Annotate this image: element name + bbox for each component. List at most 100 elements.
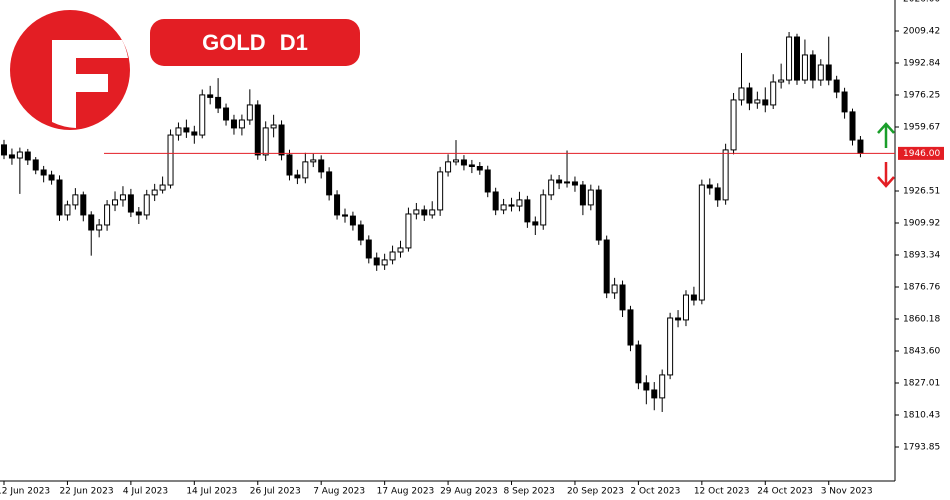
- price-label-box: [898, 146, 944, 160]
- up-arrow: [877, 122, 895, 148]
- candle-body: [143, 194, 150, 216]
- candle-body: [88, 214, 95, 231]
- candle-body: [64, 204, 71, 216]
- candle-body: [579, 184, 586, 206]
- x-tick-label: 3 Nov 2023: [821, 487, 873, 497]
- y-tick-label: 1893.34: [903, 251, 940, 261]
- y-tick-label: 2026.00: [903, 0, 940, 4]
- candle-body: [682, 294, 689, 321]
- candle-body: [675, 317, 682, 321]
- candle-body: [238, 119, 245, 129]
- y-tick-label: 1860.18: [903, 314, 940, 324]
- y-tick-label: 1926.51: [903, 186, 940, 196]
- candle-body: [794, 36, 800, 81]
- candle-body: [698, 184, 705, 301]
- candle-body: [714, 187, 721, 201]
- candle-body: [223, 107, 230, 121]
- candle-body: [270, 124, 277, 129]
- candle-body: [786, 36, 793, 81]
- candle-body: [72, 194, 79, 206]
- candle-body: [833, 79, 840, 93]
- candle-body: [302, 161, 309, 179]
- candle-body: [215, 96, 222, 109]
- x-tick-label: 20 Sep 2023: [567, 487, 624, 497]
- candle-body: [80, 194, 87, 216]
- candle-body: [817, 64, 824, 81]
- chart-title: GOLD D1: [202, 30, 308, 55]
- candle-body: [341, 214, 348, 217]
- x-tick-label: 22 Jun 2023: [59, 487, 113, 497]
- candle-body: [207, 94, 214, 98]
- candle-body: [825, 64, 832, 81]
- candle-body: [722, 149, 729, 201]
- candle-body: [199, 94, 206, 136]
- candle-body: [770, 81, 777, 106]
- x-tick-label: 7 Aug 2023: [313, 487, 365, 497]
- candle-body: [667, 317, 674, 376]
- x-tick-label: 17 Aug 2023: [377, 487, 435, 497]
- candle-body: [476, 166, 483, 171]
- candle-body: [230, 119, 237, 129]
- candle-body: [381, 259, 388, 266]
- candle-body: [135, 211, 142, 216]
- candle-body: [516, 199, 523, 207]
- candle-body: [643, 382, 650, 391]
- candle-body: [619, 284, 626, 311]
- y-tick-label: 1827.01: [903, 379, 940, 389]
- candle-body: [429, 209, 436, 216]
- candle-body: [413, 209, 420, 215]
- candle-body: [32, 159, 39, 171]
- logo: [10, 10, 130, 130]
- candle-body: [445, 161, 452, 173]
- candle-body: [159, 184, 166, 191]
- x-tick-label: 2 Oct 2023: [630, 487, 680, 497]
- candle-body: [119, 194, 126, 201]
- x-tick-label: 29 Aug 2023: [440, 487, 498, 497]
- candle-body: [437, 171, 444, 211]
- candle-body: [706, 184, 713, 189]
- candle-body: [294, 174, 301, 179]
- candle-body: [564, 181, 571, 184]
- candle-body: [175, 127, 182, 136]
- candle-body: [508, 204, 515, 207]
- candle-body: [611, 284, 618, 294]
- candle-body: [373, 257, 380, 266]
- candle-body: [318, 159, 325, 173]
- candle-body: [349, 215, 356, 226]
- candle-body: [167, 134, 174, 186]
- candle-body: [334, 194, 341, 216]
- candle-body: [540, 194, 547, 226]
- candle-body: [246, 104, 253, 121]
- candle-body: [365, 239, 372, 259]
- candle-body: [778, 79, 785, 83]
- y-tick-label: 1843.60: [903, 346, 940, 356]
- candle-body: [484, 169, 491, 193]
- candle-body: [191, 131, 198, 136]
- x-tick-label: 12 Oct 2023: [694, 487, 750, 497]
- y-tick-label: 2009.42: [903, 26, 940, 36]
- candle-body: [262, 127, 269, 156]
- candle-body: [532, 221, 539, 226]
- candle-body: [310, 159, 317, 163]
- price-label: 1946.00: [903, 149, 940, 159]
- candle-body: [24, 151, 31, 161]
- x-tick-label: 24 Oct 2023: [757, 487, 813, 497]
- candle-body: [96, 224, 103, 231]
- candle-body: [603, 239, 610, 294]
- candle-body: [730, 99, 737, 151]
- candle-body: [627, 309, 634, 346]
- down-arrow: [877, 162, 895, 188]
- candle-body: [587, 189, 594, 206]
- candle-body: [357, 224, 364, 241]
- candle-body: [254, 104, 261, 156]
- candle-body: [112, 199, 119, 206]
- candle-body: [571, 181, 578, 186]
- y-tick-label: 1976.25: [903, 91, 940, 101]
- candle-body: [56, 179, 63, 216]
- candle-body: [286, 154, 293, 176]
- y-tick-label: 1793.85: [903, 443, 940, 453]
- y-tick-label: 1810.43: [903, 411, 940, 421]
- title-box: [150, 19, 360, 66]
